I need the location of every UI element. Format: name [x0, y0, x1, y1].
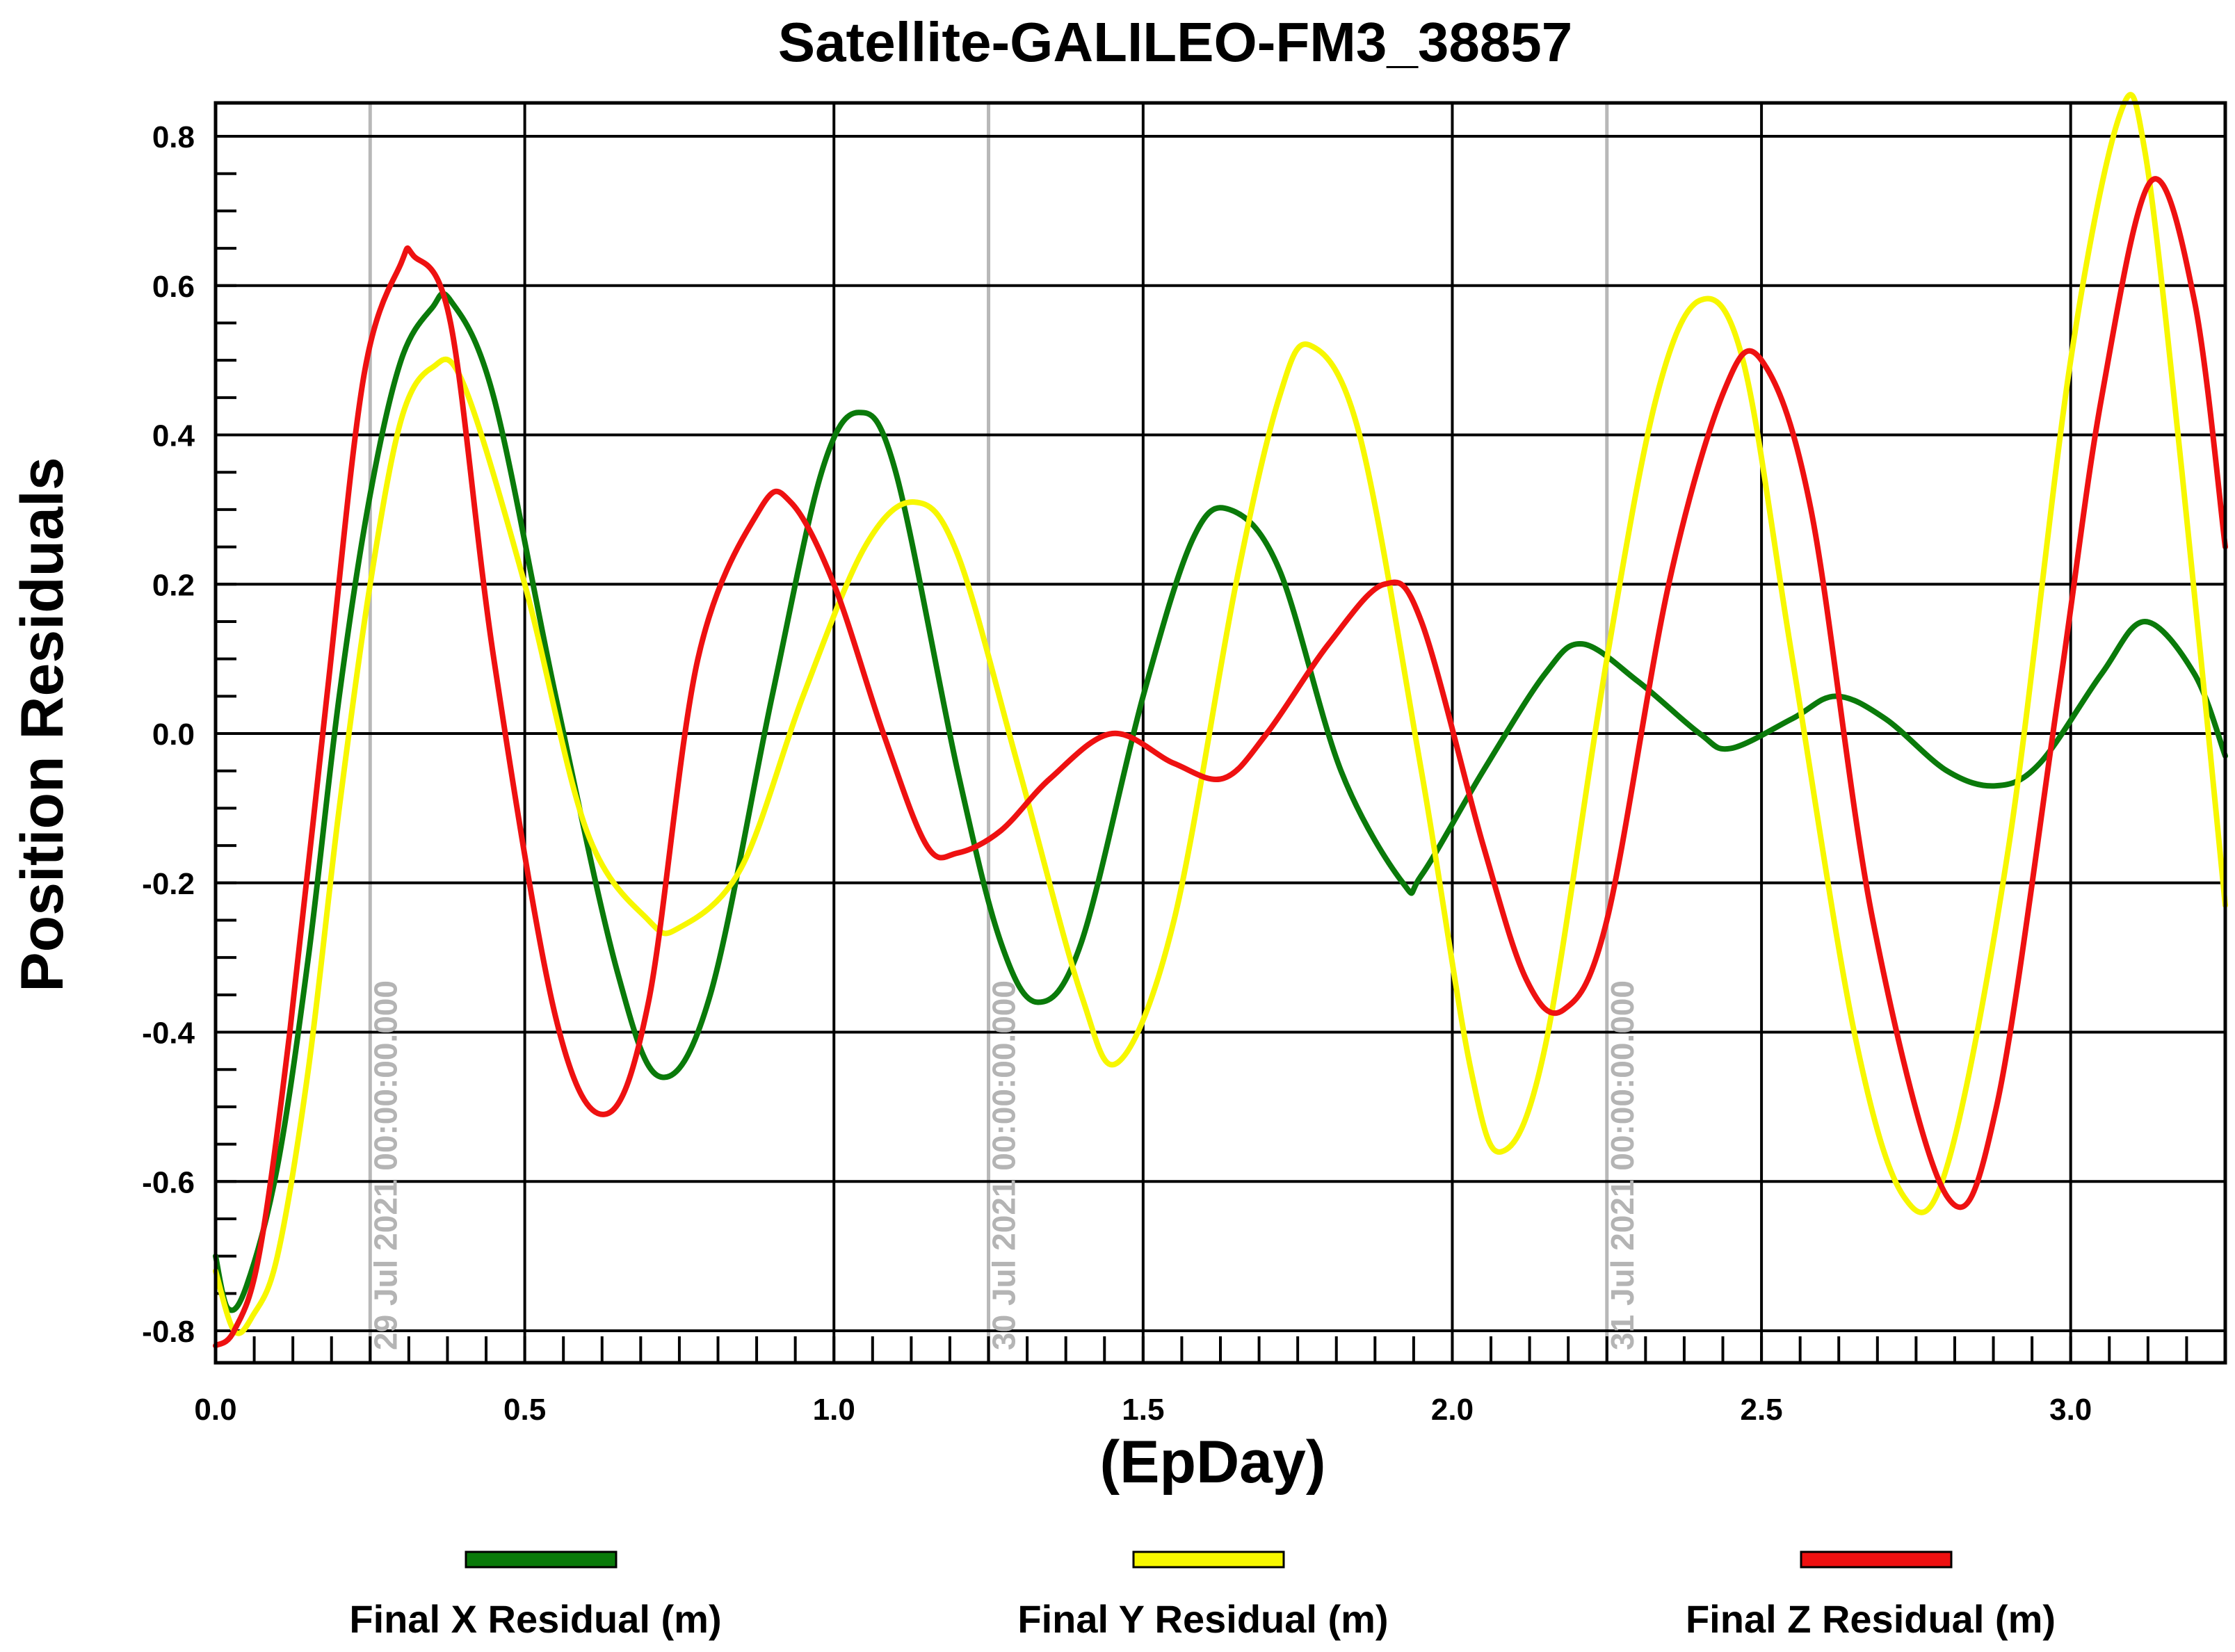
legend-label-2: Final Y Residual (m) — [1017, 1597, 1388, 1641]
legend-swatch-3 — [1800, 1550, 1953, 1569]
x-tick-label: 0.0 — [194, 1393, 236, 1427]
x-tick-label: 3.0 — [2049, 1393, 2092, 1427]
y-tick-label: 0.6 — [152, 270, 195, 304]
y-tick-label: -0.6 — [142, 1165, 195, 1199]
chart-title: Satellite-GALILEO-FM3_38857 — [778, 11, 1573, 73]
y-tick-label: -0.2 — [142, 867, 195, 901]
x-tick-label: 1.0 — [813, 1393, 855, 1427]
plot-border — [213, 101, 2227, 1365]
series-line-3 — [213, 176, 2228, 1349]
y-tick-label: -0.8 — [142, 1315, 195, 1349]
series-line-2 — [213, 92, 2228, 1336]
legend-swatch-2 — [1132, 1550, 1285, 1569]
series-line-1 — [213, 291, 2228, 1313]
x-tick-label: 2.0 — [1431, 1393, 1474, 1427]
legend: Final X Residual (m) Final Y Residual (m)… — [349, 1550, 2056, 1641]
legend-label-1: Final X Residual (m) — [349, 1597, 721, 1641]
date-marker-label: 29 Jul 2021 00:00:00.000 — [367, 980, 403, 1350]
legend-label-3: Final Z Residual (m) — [1686, 1597, 2056, 1641]
legend-swatch-1 — [465, 1550, 618, 1569]
y-axis-label: Position Residuals — [9, 457, 76, 991]
x-tick-label: 2.5 — [1740, 1393, 1782, 1427]
x-tick-label: 0.5 — [503, 1393, 546, 1427]
y-tick-label: 0.0 — [152, 718, 195, 752]
y-tick-label: 0.8 — [152, 120, 195, 154]
date-marker-label: 31 Jul 2021 00:00:00.000 — [1604, 980, 1640, 1350]
x-axis-label: (EpDay) — [1100, 1429, 1326, 1496]
date-marker-label: 30 Jul 2021 00:00:00.000 — [986, 980, 1022, 1350]
y-tick-label: 0.4 — [152, 419, 195, 453]
y-tick-label: 0.2 — [152, 568, 195, 602]
y-tick-label: -0.4 — [142, 1017, 195, 1051]
plot-area: 0.0 0.5 1.0 1.5 2.0 2.5 3.0 0.8 0.6 0.4 0.2 0.0 -0.2… — [142, 92, 2228, 1427]
x-tick-label: 1.5 — [1122, 1393, 1164, 1427]
